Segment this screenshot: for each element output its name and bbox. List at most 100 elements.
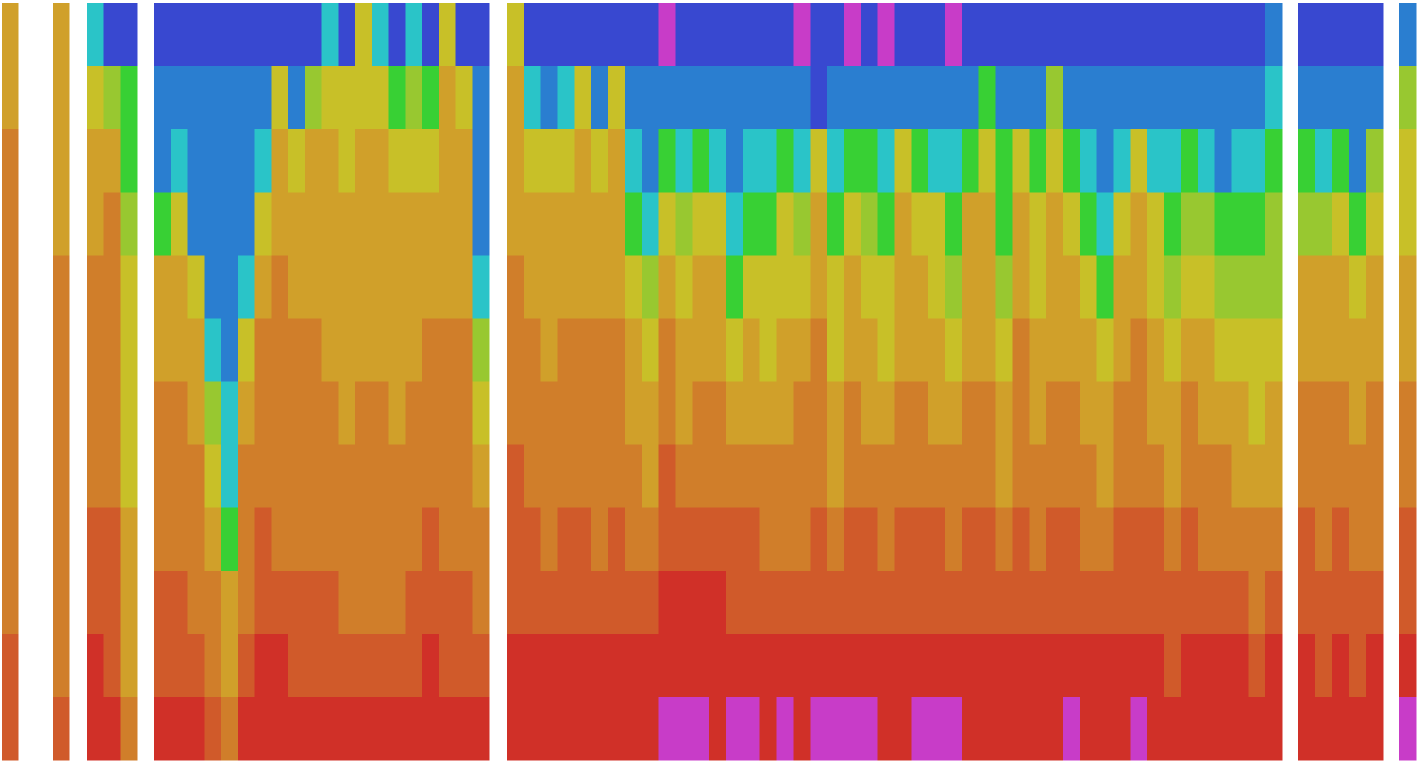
stripe-cell: [455, 318, 473, 382]
stripe-cell: [1399, 318, 1417, 382]
stripe-cell: [624, 507, 643, 572]
stripe-cell: [388, 192, 406, 256]
stripe-cell: [726, 318, 744, 382]
stripe-cell: [221, 66, 239, 130]
stripe-cell: [1113, 318, 1131, 382]
stripe-cell: [793, 633, 811, 698]
stripe-cell: [1130, 129, 1148, 193]
stripe-cell: [776, 66, 794, 130]
stripe-cell: [187, 444, 205, 509]
stripe-cell: [1298, 192, 1316, 256]
stripe-cell: [1164, 570, 1182, 635]
stripe-cell: [877, 507, 895, 572]
stripe-cell: [405, 66, 423, 130]
stripe-cell: [995, 129, 1013, 193]
stripe-cell: [961, 318, 980, 382]
stripe-cell: [1197, 507, 1216, 572]
stripe-cell: [641, 633, 660, 698]
stripe-cell: [523, 633, 542, 698]
stripe-cell: [608, 633, 626, 698]
stripe-cell: [675, 66, 693, 130]
stripe-cell: [1197, 444, 1216, 509]
stripe-cell: [237, 507, 255, 572]
stripe-cell: [1096, 381, 1115, 446]
stripe-cell: [1265, 255, 1283, 319]
stripe-cell: [187, 633, 205, 698]
stripe-cell: [338, 381, 356, 446]
stripe-cell: [338, 507, 356, 572]
stripe-cell: [961, 696, 980, 761]
stripe-cell: [438, 633, 456, 698]
stripe-cell: [557, 381, 575, 446]
stripe-cell: [1298, 66, 1316, 130]
stripe-cell: [591, 255, 609, 319]
stripe-cell: [221, 381, 239, 446]
stripe-cell: [455, 633, 473, 698]
stripe-cell: [928, 696, 946, 761]
stripe-cell: [204, 192, 222, 256]
stripe-cell: [759, 3, 778, 67]
stripe-cell: [726, 3, 744, 67]
stripe-cell: [1298, 696, 1316, 761]
stripe-cell: [388, 507, 406, 572]
stripe-cell: [742, 318, 761, 382]
stripe-cell: [1096, 129, 1115, 193]
stripe-cell: [523, 192, 542, 256]
stripe-cell: [371, 381, 389, 446]
stripe-cell: [860, 318, 879, 382]
stripe-cell: [1197, 129, 1216, 193]
stripe-cell: [187, 318, 205, 382]
stripe-cell: [1214, 507, 1232, 572]
stripe-cell: [540, 66, 559, 130]
stripe-cell: [254, 255, 272, 319]
stripe-cell: [438, 507, 456, 572]
stripe-cell: [355, 66, 373, 130]
stripe-cell: [1164, 318, 1182, 382]
stripe-cell: [338, 633, 356, 698]
stripe-cell: [1349, 570, 1367, 635]
stripe-cell: [540, 444, 559, 509]
stripe-cell: [1332, 507, 1350, 572]
stripe-cell: [709, 318, 727, 382]
stripe-cell: [1366, 696, 1384, 761]
stripe-cell: [608, 570, 626, 635]
stripe-cell: [776, 507, 794, 572]
stripe-cell: [53, 255, 70, 319]
stripe-cell: [1332, 3, 1350, 67]
stripe-cell: [759, 633, 778, 698]
stripe-cell: [675, 192, 693, 256]
stripe-cell: [877, 255, 895, 319]
stripe-cell: [1147, 696, 1165, 761]
stripe-cell: [1147, 129, 1165, 193]
stripe-cell: [1265, 318, 1283, 382]
stripe-cell: [2, 66, 19, 130]
stripe-cell: [1180, 129, 1199, 193]
stripe-cell: [237, 318, 255, 382]
stripe-cell: [1096, 633, 1115, 698]
stripe-cell: [1079, 318, 1098, 382]
stripe-cell: [843, 633, 862, 698]
stripe-cell: [911, 3, 929, 67]
stripe-cell: [507, 507, 525, 572]
stripe-cell: [1130, 444, 1148, 509]
stripe-cell: [1248, 570, 1266, 635]
stripe-cell: [894, 507, 912, 572]
stripe-cell: [221, 633, 239, 698]
stripe-cell: [472, 66, 490, 130]
stripe-cell: [827, 507, 845, 572]
stripe-cell: [53, 381, 70, 446]
stripe-cell: [1062, 3, 1081, 67]
stripe-cell: [321, 633, 339, 698]
stripe-cell: [860, 129, 879, 193]
stripe-cell: [507, 66, 525, 130]
stripe-cell: [1079, 444, 1098, 509]
stripe-cell: [371, 318, 389, 382]
stripe-cell: [237, 696, 255, 761]
stripe-cell: [1113, 66, 1131, 130]
stripe-cell: [591, 381, 609, 446]
stripe-cell: [1164, 192, 1182, 256]
stripe-cell: [221, 696, 239, 761]
stripe-cell: [1298, 444, 1316, 509]
stripe-cell: [624, 570, 643, 635]
stripe-cell: [1096, 192, 1115, 256]
